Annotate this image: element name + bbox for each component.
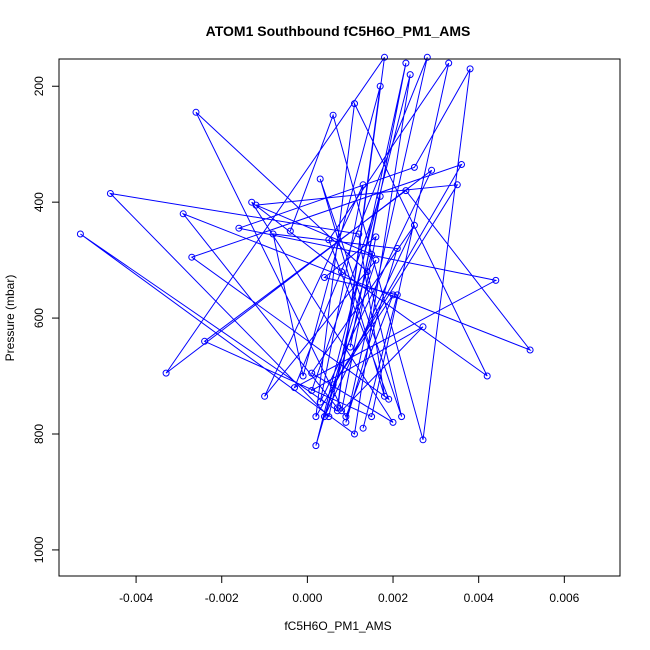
data-point	[76, 230, 84, 238]
data-point	[342, 413, 350, 421]
data-point	[453, 181, 461, 189]
data-point	[333, 407, 341, 415]
data-point	[188, 253, 196, 261]
data-point	[329, 111, 337, 119]
data-point	[483, 372, 491, 380]
data-point	[355, 230, 363, 238]
data-point	[312, 442, 320, 450]
data-point	[106, 190, 114, 197]
data-point	[368, 250, 376, 258]
data-point	[201, 337, 209, 345]
data-point	[389, 418, 397, 426]
y-tick-label: 400	[32, 192, 46, 212]
data-point	[359, 424, 367, 432]
data-point	[419, 436, 427, 444]
data-point	[286, 227, 294, 235]
data-point	[410, 221, 418, 229]
data-point	[338, 268, 346, 276]
data-point	[321, 274, 328, 281]
data-point	[299, 372, 307, 380]
data-point	[162, 369, 170, 377]
data-point	[402, 59, 410, 67]
y-axis-label: Pressure (mbar)	[3, 275, 17, 362]
data-point	[492, 276, 500, 284]
data-point	[376, 82, 384, 90]
data-point	[316, 398, 324, 406]
data-point	[381, 53, 388, 61]
data-point	[398, 413, 406, 421]
data-point	[192, 108, 200, 116]
data-point	[406, 71, 414, 79]
x-tick-label: 0.002	[378, 591, 408, 605]
data-point	[291, 384, 298, 392]
data-point	[445, 59, 453, 67]
data-point	[402, 187, 410, 195]
data-point	[393, 245, 401, 252]
plot-area	[76, 53, 534, 450]
data-point	[179, 210, 187, 218]
y-tick-label: 1000	[32, 536, 46, 563]
data-point	[316, 175, 324, 183]
data-point	[329, 381, 337, 389]
y-tick-label: 600	[32, 308, 46, 328]
x-axis: -0.004 -0.002 0.000 0.002 0.004 0.006	[119, 575, 580, 605]
data-point	[308, 369, 316, 377]
data-point	[312, 413, 320, 421]
data-point	[346, 343, 354, 351]
data-point	[363, 268, 371, 276]
data-point	[359, 181, 367, 189]
y-tick-label: 800	[32, 424, 46, 444]
y-tick-label: 200	[32, 76, 46, 96]
data-point	[235, 224, 243, 232]
data-point	[368, 413, 376, 421]
x-tick-label: -0.004	[119, 591, 153, 605]
data-point	[376, 192, 384, 200]
data-point	[372, 233, 380, 241]
chart-title: ATOM1 Southbound fC5H6O_PM1_AMS	[206, 23, 471, 39]
data-point	[261, 392, 269, 400]
x-axis-label: fC5H6O_PM1_AMS	[284, 619, 391, 633]
data-point	[428, 166, 436, 174]
y-axis: 200 400 600 800 1000	[32, 76, 60, 563]
x-tick-label: -0.002	[205, 591, 239, 605]
data-point	[321, 413, 328, 421]
data-point	[351, 100, 358, 108]
data-point	[410, 163, 418, 171]
x-tick-label: 0.006	[549, 591, 579, 605]
data-point	[419, 323, 427, 331]
data-point	[526, 346, 534, 354]
data-point	[372, 256, 380, 264]
data-point	[269, 230, 277, 238]
series-line	[80, 57, 532, 446]
data-point	[338, 407, 346, 415]
data-point	[466, 65, 474, 73]
x-tick-label: 0.004	[464, 591, 494, 605]
data-point	[325, 236, 333, 244]
data-point	[252, 201, 260, 209]
data-point	[308, 387, 316, 394]
data-point	[381, 392, 388, 400]
data-point	[351, 430, 358, 438]
data-point	[389, 291, 397, 299]
x-tick-label: 0.000	[292, 591, 322, 605]
data-point	[423, 53, 431, 61]
data-point	[393, 291, 401, 299]
data-point	[458, 161, 465, 168]
data-point	[325, 413, 333, 421]
